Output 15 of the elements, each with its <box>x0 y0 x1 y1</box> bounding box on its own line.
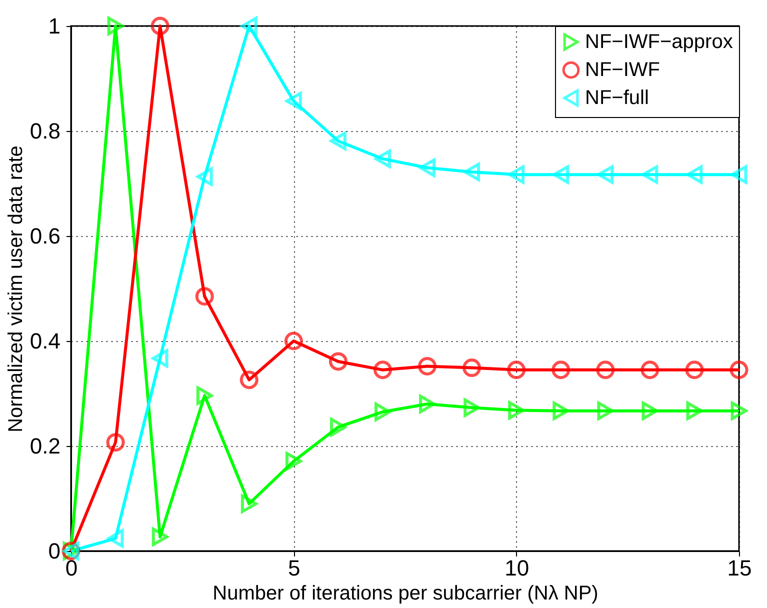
y-tick-label: 0.6 <box>30 224 60 248</box>
legend-label: NF−full <box>585 87 649 109</box>
y-tick-label: 0.8 <box>30 118 60 144</box>
y-tick-label: 1 <box>48 14 60 38</box>
legend-label: NF−IWF <box>585 59 660 81</box>
x-tick-label: 10 <box>504 556 530 580</box>
legend-label: NF−IWF−approx <box>585 31 733 53</box>
y-tick-label: 0.2 <box>30 434 60 458</box>
y-tick-label: 0 <box>48 538 60 564</box>
x-axis-title: Number of iterations per subcarrier (Nλ NP) <box>212 582 598 604</box>
x-tick-label: 15 <box>727 556 752 580</box>
y-tick-label: 0.4 <box>30 328 60 354</box>
x-tick-label: 5 <box>288 556 300 580</box>
x-tick-label: 0 <box>65 556 78 580</box>
y-axis-title: Normalized victim user data rate <box>4 146 27 432</box>
